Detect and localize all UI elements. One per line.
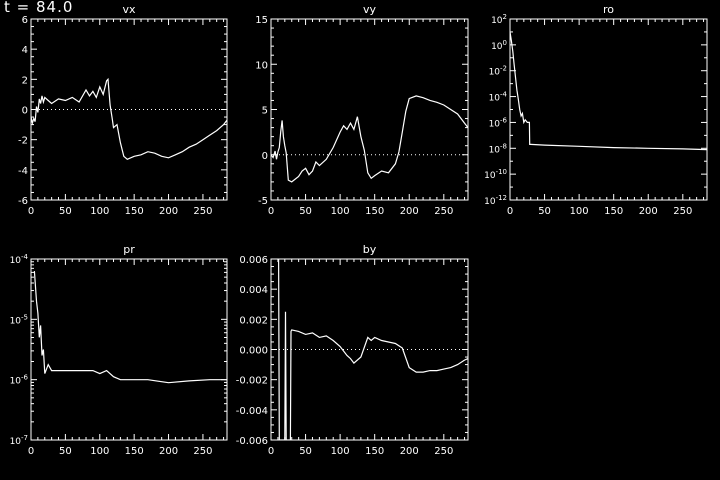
y-tick-label: 10 <box>255 60 268 71</box>
plot-frame <box>509 18 708 201</box>
y-tick-label: 0 <box>22 106 28 117</box>
x-tick-label: 50 <box>538 206 551 217</box>
x-tick-label: 50 <box>59 206 72 217</box>
y-tick-label: 5 <box>262 106 268 117</box>
x-tick-label: 250 <box>434 446 453 457</box>
panel-vx: vx 0 50 100 150 200 250 -6 -4 -2 0 2 4 6 <box>18 3 228 217</box>
panel-ro: ro 0 50 100 150 200 250 10-12 10-10 10-8 10-6 10-4 1… <box>484 3 708 217</box>
panel-by: by 0 50 100 150 200 250 -0.006 -0.004 -0.002 0.000… <box>236 243 469 457</box>
y-tick-label: 10-12 <box>484 194 507 207</box>
y-tick-label: 15 <box>255 15 268 26</box>
y-tick-label: 0 <box>262 151 268 162</box>
y-tick-label: -4 <box>18 166 28 177</box>
y-tick-label: 0.006 <box>239 255 268 266</box>
x-tick-label: 50 <box>299 206 312 217</box>
x-tick-label: 150 <box>125 446 144 457</box>
x-tick-label: 50 <box>59 446 72 457</box>
y-tick-label: 0.004 <box>239 285 268 296</box>
y-tick-label: 10-4 <box>489 91 508 104</box>
x-tick-label: 250 <box>673 206 692 217</box>
y-tick-label: 0.002 <box>239 315 268 326</box>
time-label: t = 84.0 <box>4 0 74 16</box>
y-tick-label: 10-6 <box>489 116 508 129</box>
y-tick-label: 10-4 <box>10 253 29 266</box>
x-tick-label: 150 <box>125 206 144 217</box>
panel-title: vx <box>122 3 136 16</box>
y-tick-label: 2 <box>22 75 28 86</box>
x-tick-label: 0 <box>268 446 274 457</box>
x-tick-label: 250 <box>193 206 212 217</box>
x-tick-label: 0 <box>28 206 34 217</box>
x-tick-label: 100 <box>570 206 589 217</box>
y-tick-label: 10-2 <box>489 65 507 78</box>
y-tick-label: 6 <box>22 15 28 26</box>
panel-title: ro <box>603 3 614 16</box>
y-tick-label: 0.000 <box>239 346 268 357</box>
y-tick-label: -0.006 <box>236 436 268 447</box>
series-line-ro <box>510 31 707 151</box>
x-tick-label: 150 <box>604 206 623 217</box>
y-tick-label: 10-5 <box>10 313 28 326</box>
y-tick-label: 10-6 <box>10 374 29 387</box>
x-tick-label: 150 <box>365 206 384 217</box>
y-tick-label: 100 <box>491 39 507 52</box>
x-tick-label: 150 <box>365 446 384 457</box>
panel-pr: pr 0 50 100 150 200 250 10-7 10-6 10-5 10-4 <box>10 243 228 457</box>
plot-frame <box>30 18 228 201</box>
y-tick-label: 102 <box>491 13 507 26</box>
x-tick-label: 200 <box>639 206 658 217</box>
series-line-vx <box>31 77 227 161</box>
y-tick-label: -2 <box>18 136 28 147</box>
y-tick-label: -6 <box>18 196 28 207</box>
series-line-by <box>277 259 468 440</box>
y-tick-label: 10-7 <box>10 434 28 447</box>
y-tick-label: -0.002 <box>236 376 268 387</box>
x-tick-label: 50 <box>299 446 312 457</box>
x-tick-label: 100 <box>90 206 109 217</box>
x-tick-label: 200 <box>159 446 178 457</box>
x-tick-label: 200 <box>400 206 419 217</box>
x-tick-label: 100 <box>331 206 350 217</box>
x-tick-label: 0 <box>28 446 34 457</box>
series-line-pr <box>33 271 227 384</box>
x-tick-label: 250 <box>434 206 453 217</box>
x-tick-label: 0 <box>507 206 513 217</box>
x-tick-label: 200 <box>159 206 178 217</box>
x-tick-label: 100 <box>90 446 109 457</box>
y-tick-label: 10-8 <box>489 142 507 155</box>
x-tick-label: 200 <box>400 446 419 457</box>
y-tick-label: -0.004 <box>236 406 268 417</box>
x-tick-label: 0 <box>268 206 274 217</box>
panel-title: pr <box>123 243 135 256</box>
x-tick-label: 100 <box>331 446 350 457</box>
y-tick-label: 4 <box>22 45 28 56</box>
panel-title: vy <box>363 3 377 16</box>
x-tick-label: 250 <box>193 446 212 457</box>
plot-frame <box>30 258 228 441</box>
series-line-vy <box>271 95 468 183</box>
plot-frame <box>270 258 469 441</box>
panel-title: by <box>363 243 377 256</box>
y-tick-label: 10-10 <box>484 168 507 181</box>
y-tick-label: -5 <box>258 196 268 207</box>
